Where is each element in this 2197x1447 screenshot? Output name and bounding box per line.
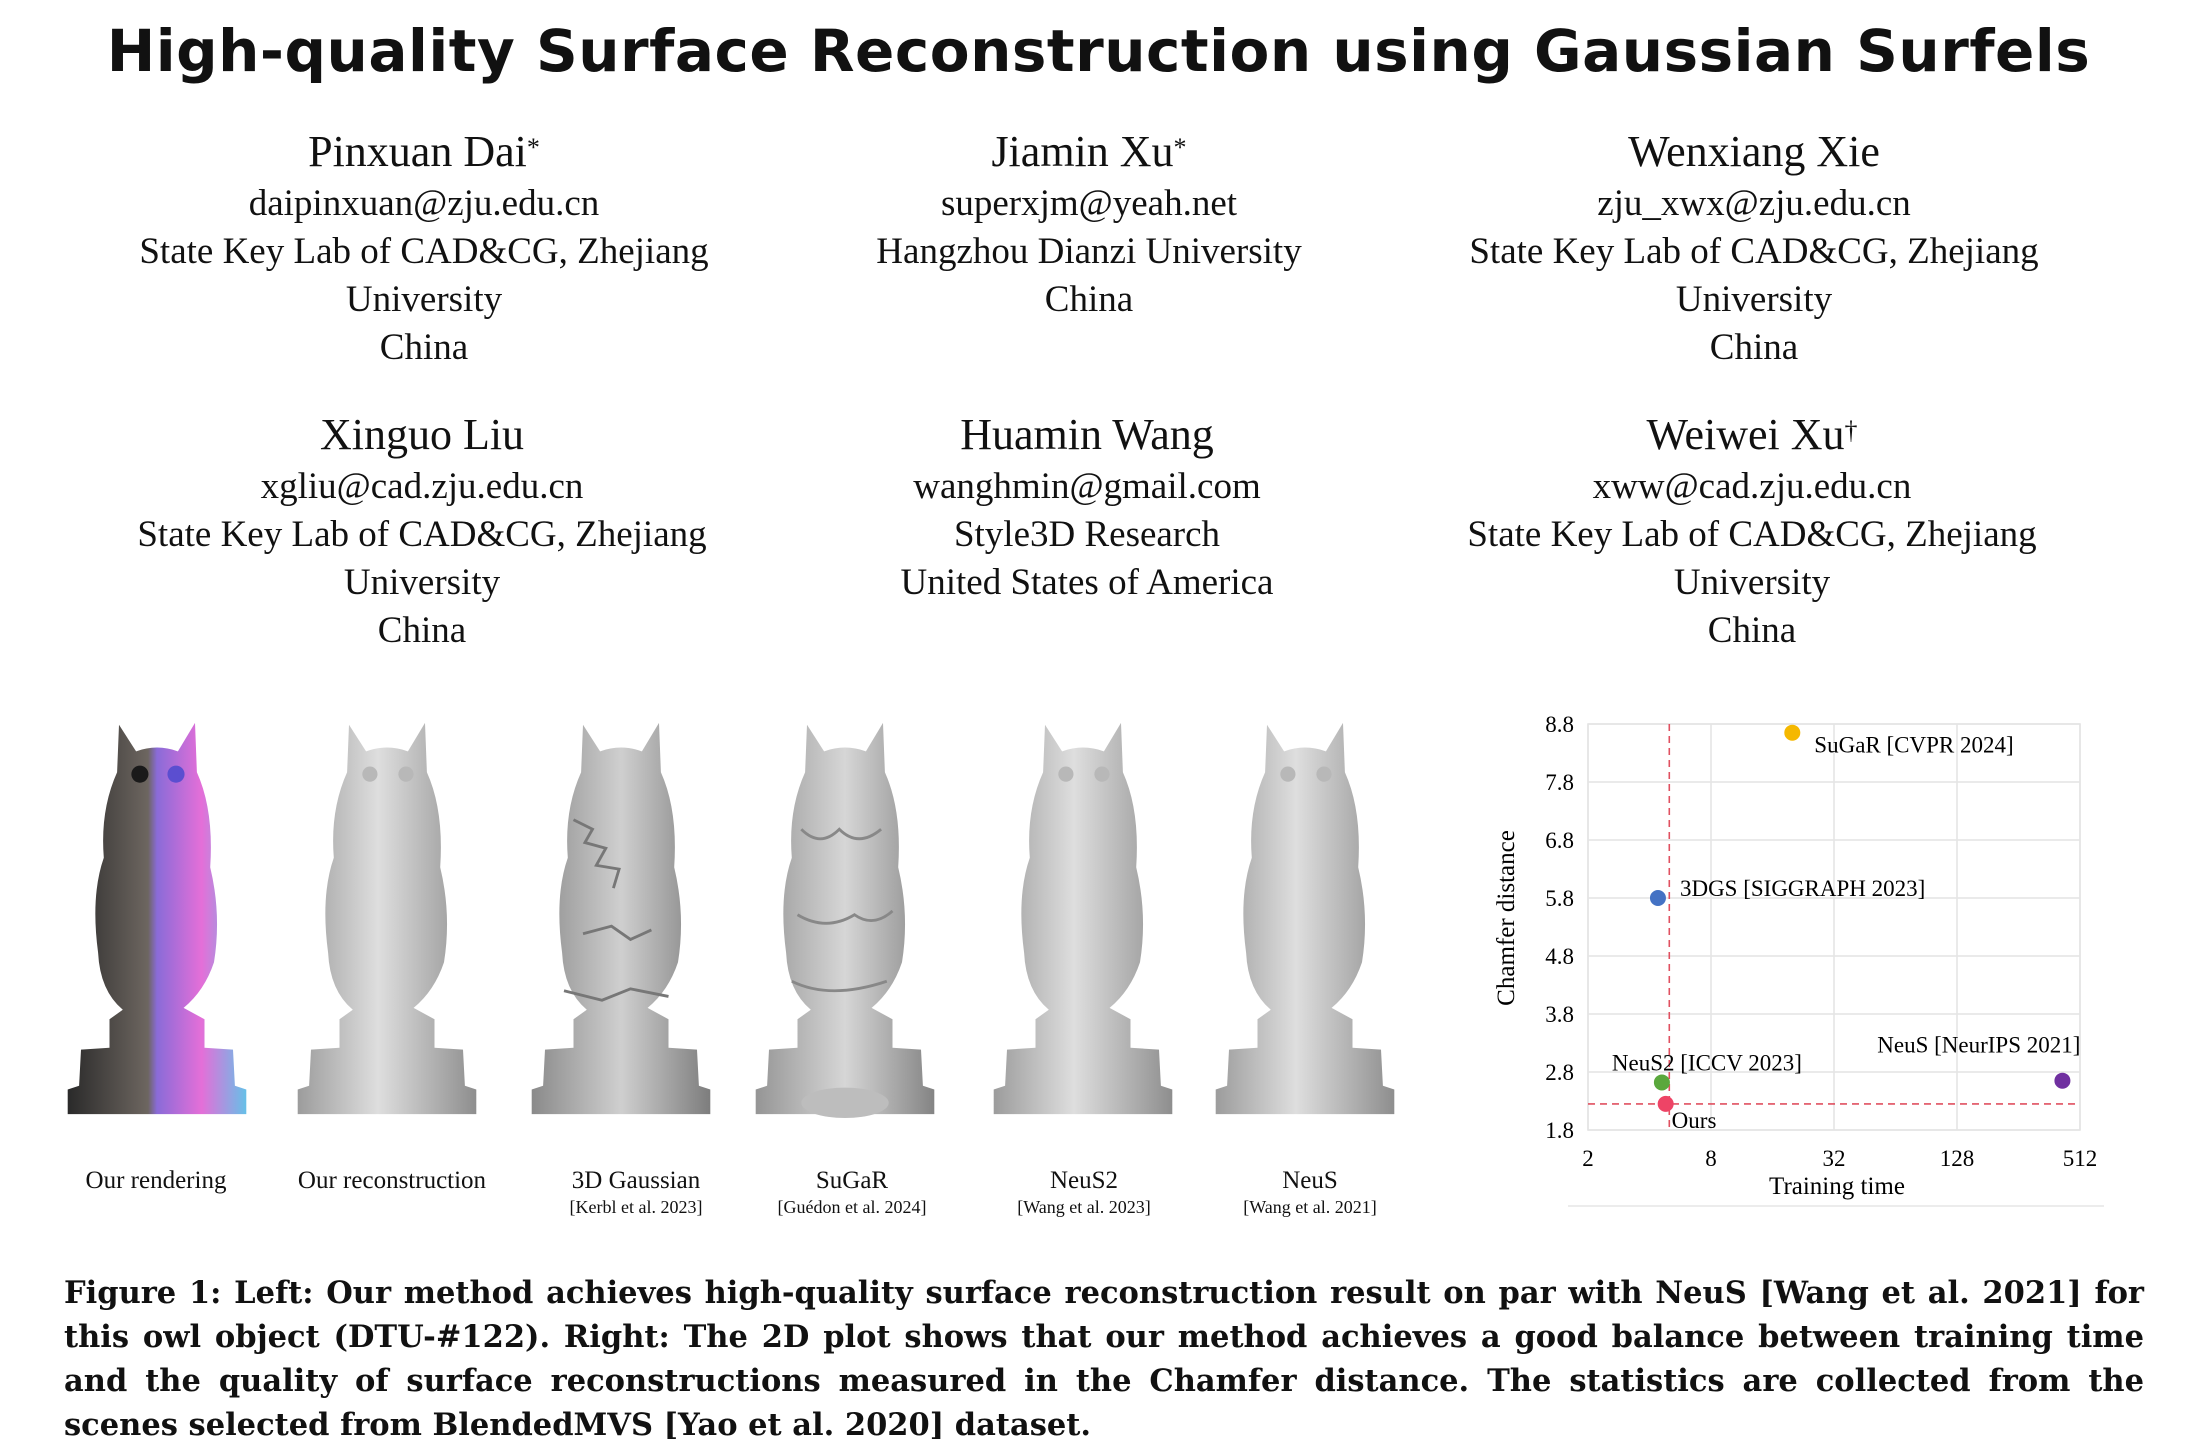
author-name: Pinxuan Dai	[308, 127, 527, 176]
chamfer-vs-time-chart: 2 8 32 128 512 1.8 2.8 3.8 4.8 5.8 6.8 7.8 8.8 SuGa…	[1493, 712, 2104, 1207]
panel-caption-3dgs: 3D Gaussian [Kerbl et al. 2023]	[569, 1167, 703, 1217]
author-country: China	[379, 327, 469, 368]
y-tick-label: 8.8	[1545, 712, 1574, 737]
author-affiliation-cont: University	[1673, 562, 1831, 603]
y-tick-label: 5.8	[1545, 886, 1574, 911]
author-affiliation-cont: University	[343, 562, 501, 603]
owl-reconstruction-image	[292, 700, 482, 1124]
author-name: Jiamin Xu	[991, 127, 1174, 176]
author-2: Jiamin Xu* superxjm@yeah.net Hangzhou Di…	[729, 124, 1449, 324]
author-affiliation: State Key Lab of CAD&CG, Zhejiang	[139, 231, 709, 272]
data-point	[1784, 724, 1801, 741]
x-axis-label: Training time	[1769, 1173, 1905, 1200]
author-mark: *	[1173, 133, 1187, 162]
author-name: Huamin Wang	[960, 410, 1214, 459]
y-tick-label: 3.8	[1545, 1002, 1574, 1027]
panel-caption-neus: NeuS [Wang et al. 2021]	[1243, 1167, 1377, 1217]
y-tick-labels: 1.8 2.8 3.8 4.8 5.8 6.8 7.8 8.8	[1545, 712, 1574, 1143]
y-axis-label: Chamfer distance	[1493, 830, 1520, 1006]
author-affiliation-cont: University	[345, 279, 503, 320]
data-point-label: NeuS [NeurIPS 2021]	[1877, 1033, 2080, 1058]
owl-sugar-image	[750, 700, 940, 1124]
author-country: China	[1709, 327, 1799, 368]
panel-caption-rendering: Our rendering	[85, 1167, 227, 1194]
data-point	[1653, 1074, 1670, 1091]
data-point-label: NeuS2 [ICCV 2023]	[1612, 1050, 1802, 1075]
author-email[interactable]: wanghmin@gmail.com	[913, 466, 1261, 507]
owl-neus2-image	[988, 700, 1178, 1124]
author-affiliation-cont: University	[1675, 279, 1833, 320]
data-point	[1649, 890, 1666, 906]
author-email[interactable]: superxjm@yeah.net	[940, 183, 1238, 224]
y-tick-label: 7.8	[1545, 770, 1574, 795]
x-tick-labels: 2 8 32 128 512	[1582, 1146, 2097, 1171]
author-email[interactable]: daipinxuan@zju.edu.cn	[248, 183, 600, 224]
y-tick-label: 2.8	[1545, 1060, 1574, 1085]
author-4: Xinguo Liu xgliu@cad.zju.edu.cn State Ke…	[62, 407, 782, 655]
author-mark: †	[1844, 416, 1858, 445]
y-tick-label: 1.8	[1545, 1118, 1574, 1143]
author-affiliation: State Key Lab of CAD&CG, Zhejiang	[1469, 231, 2039, 272]
author-affiliation: State Key Lab of CAD&CG, Zhejiang	[137, 514, 707, 555]
author-email[interactable]: zju_xwx@zju.edu.cn	[1597, 183, 1911, 224]
owl-neus-image	[1210, 700, 1400, 1124]
author-5: Huamin Wang wanghmin@gmail.com Style3D R…	[727, 407, 1447, 607]
author-affiliation: Hangzhou Dianzi University	[876, 231, 1302, 272]
author-country: China	[1707, 610, 1797, 651]
owl-3dgs-image	[526, 700, 716, 1124]
figure-caption: Figure 1: Left: Our method achieves high…	[64, 1275, 2144, 1443]
data-point-label: 3DGS [SIGGRAPH 2023]	[1680, 876, 1925, 901]
author-affiliation: State Key Lab of CAD&CG, Zhejiang	[1467, 514, 2037, 555]
x-tick-label: 2	[1582, 1146, 1594, 1171]
chart-grid	[1568, 723, 2104, 1207]
x-tick-label: 128	[1940, 1146, 1975, 1171]
author-6: Weiwei Xu† xww@cad.zju.edu.cn State Key …	[1392, 407, 2112, 655]
author-affiliation: Style3D Research	[953, 514, 1221, 555]
x-tick-label: 512	[2063, 1146, 2098, 1171]
author-email[interactable]: xgliu@cad.zju.edu.cn	[260, 466, 584, 507]
x-tick-label: 32	[1823, 1146, 1846, 1171]
chart-points	[1649, 724, 2071, 1112]
author-email[interactable]: xww@cad.zju.edu.cn	[1592, 466, 1912, 507]
author-name: Wenxiang Xie	[1628, 127, 1880, 176]
data-point-label: Ours	[1672, 1108, 1717, 1133]
y-tick-label: 6.8	[1545, 828, 1574, 853]
author-mark: *	[526, 133, 540, 162]
author-country: China	[1044, 279, 1134, 320]
author-1: Pinxuan Dai* daipinxuan@zju.edu.cn State…	[64, 124, 784, 372]
author-country: China	[377, 610, 467, 651]
panel-caption-reconstruction: Our reconstruction	[297, 1167, 487, 1194]
data-point-label: SuGaR [CVPR 2024]	[1814, 733, 2013, 758]
chart-point-labels: SuGaR [CVPR 2024] 3DGS [SIGGRAPH 2023] Neu…	[1612, 733, 2081, 1133]
author-name: Weiwei Xu	[1646, 410, 1845, 459]
author-name: Xinguo Liu	[319, 410, 525, 459]
data-point	[2054, 1072, 2071, 1089]
author-country: United States of America	[900, 562, 1274, 603]
panel-caption-neus2: NeuS2 [Wang et al. 2023]	[1017, 1167, 1151, 1217]
author-3: Wenxiang Xie zju_xwx@zju.edu.cn State Ke…	[1394, 124, 2114, 372]
panel-caption-sugar: SuGaR [Guédon et al. 2024]	[777, 1167, 927, 1217]
chart-reference-lines	[1588, 724, 2080, 1130]
x-tick-label: 8	[1705, 1146, 1717, 1171]
data-point	[1657, 1095, 1674, 1112]
owl-render-image	[62, 700, 252, 1124]
y-tick-label: 4.8	[1545, 944, 1574, 969]
paper-title: High-quality Surface Reconstruction usin…	[106, 17, 2091, 85]
